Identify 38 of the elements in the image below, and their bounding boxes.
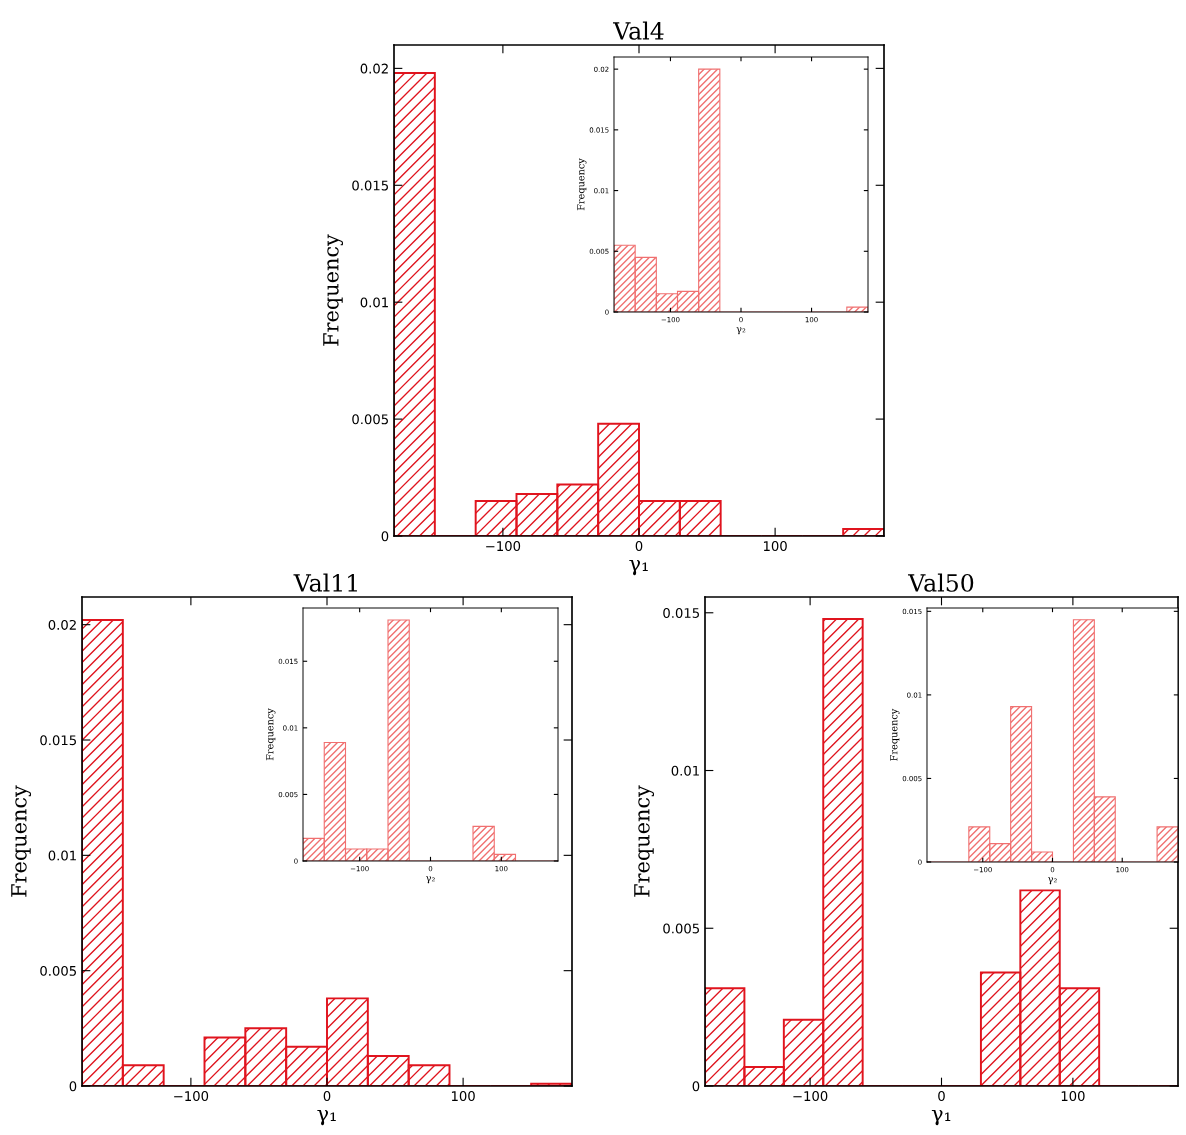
y-tick-label: 0.015 bbox=[40, 735, 76, 746]
y-tick-label: 0.02 bbox=[48, 619, 76, 630]
y-axis-title: Frequency bbox=[577, 158, 587, 211]
y-axis-title: Frequency bbox=[11, 785, 32, 897]
chart-title: Val11 bbox=[293, 573, 357, 592]
y-tick-label: 0.005 bbox=[40, 965, 76, 976]
chart-title: Val50 bbox=[907, 573, 974, 592]
y-axis-title: Frequency bbox=[890, 708, 900, 761]
x-tick-label: 0 bbox=[635, 541, 643, 552]
y-tick-label: 0.01 bbox=[671, 765, 699, 776]
chart-title: Val4 bbox=[612, 21, 664, 40]
x-tick-label: 100 bbox=[451, 1091, 475, 1102]
x-tick-label: −100 bbox=[486, 541, 521, 552]
y-tick-label: 0.015 bbox=[352, 180, 388, 191]
x-tick-label: −100 bbox=[793, 1091, 828, 1102]
y-axis-title: Frequency bbox=[323, 234, 344, 346]
x-tick-label: 100 bbox=[1061, 1091, 1085, 1102]
x-axis-title: γ₁ bbox=[317, 1109, 336, 1126]
x-axis-title: γ₂ bbox=[1048, 877, 1057, 885]
x-tick-label: 100 bbox=[763, 541, 787, 552]
x-tick-label: −100 bbox=[174, 1091, 209, 1102]
x-axis-title: γ₂ bbox=[736, 327, 746, 335]
x-axis-title: γ₁ bbox=[931, 1109, 951, 1126]
y-tick-label: 0 bbox=[69, 1081, 77, 1092]
y-tick-label: 0.005 bbox=[663, 923, 699, 934]
x-tick-label: 0 bbox=[323, 1091, 331, 1102]
x-axis-title: γ₁ bbox=[629, 559, 648, 576]
y-tick-label: 0.01 bbox=[48, 850, 76, 861]
y-axis-title: Frequency bbox=[266, 708, 276, 761]
y-tick-label: 0.015 bbox=[663, 607, 699, 618]
x-axis-title: γ₂ bbox=[426, 876, 435, 884]
y-tick-label: 0 bbox=[692, 1081, 700, 1092]
y-tick-label: 0 bbox=[381, 531, 389, 542]
y-axis-title: Frequency bbox=[634, 785, 655, 897]
x-tick-label: 0 bbox=[938, 1091, 945, 1102]
y-tick-label: 0.02 bbox=[360, 63, 388, 74]
y-tick-label: 0.01 bbox=[360, 297, 388, 308]
y-tick-label: 0.005 bbox=[352, 414, 388, 425]
